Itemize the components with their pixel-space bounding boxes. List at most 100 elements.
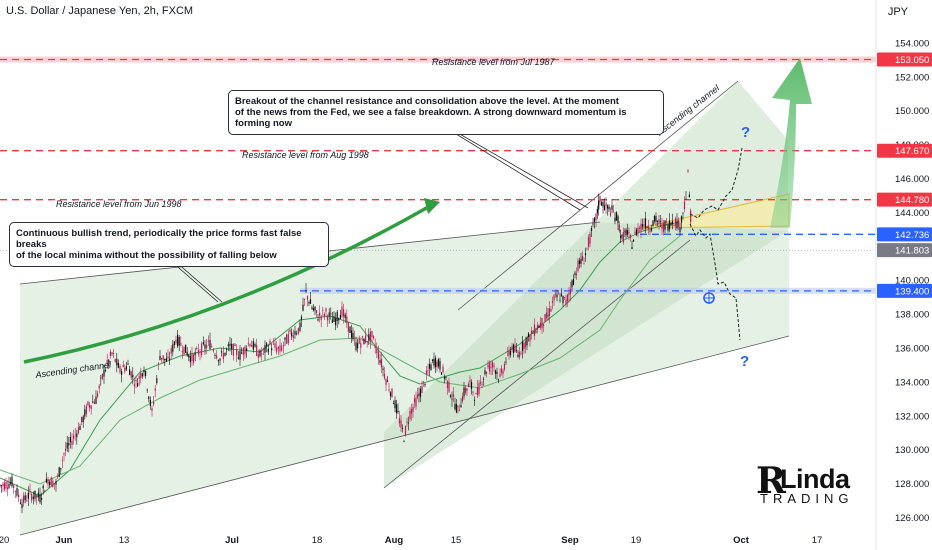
candle-body — [73, 435, 75, 439]
candle-body — [137, 382, 139, 387]
candle-body — [333, 316, 335, 322]
candle-body — [207, 340, 209, 342]
candle-body — [9, 482, 12, 484]
candle-body — [178, 337, 180, 346]
candle-body — [145, 371, 147, 376]
candle-body — [587, 237, 590, 247]
candle-body — [60, 468, 62, 470]
candle-body — [217, 360, 219, 362]
candle-body — [461, 396, 464, 402]
x-tick-label: Jun — [56, 535, 73, 546]
candle-body — [665, 221, 668, 223]
candle-body — [296, 333, 298, 335]
candle-body — [369, 331, 371, 343]
candle-body — [506, 351, 509, 352]
candle-body — [499, 374, 501, 377]
candle-body — [598, 200, 600, 210]
candle-body — [306, 296, 309, 300]
candle-body — [536, 325, 539, 330]
candle-body — [44, 490, 46, 492]
candle-body — [571, 280, 573, 288]
candle-body — [66, 442, 68, 449]
candle-body — [65, 448, 67, 451]
candle-body — [108, 360, 110, 364]
price-tag-bg — [877, 243, 932, 258]
time-axis[interactable]: 20 Jun 13 Jul 18 Aug 15 Sep 19 Oct 17 — [0, 535, 822, 546]
candle-body — [365, 335, 367, 343]
candle-body — [638, 228, 641, 229]
candle-body — [413, 398, 416, 403]
candle-body — [170, 348, 172, 354]
x-tick-label: 13 — [119, 535, 130, 546]
candle-body — [276, 347, 278, 353]
candle-body — [3, 482, 6, 490]
candle-body — [335, 318, 337, 326]
candle-body — [557, 293, 560, 295]
candle-body — [649, 230, 651, 232]
candle-body — [18, 494, 20, 498]
candle-body — [394, 400, 396, 409]
candle-body — [353, 337, 356, 339]
candle-body — [400, 420, 402, 428]
candle-body — [183, 346, 185, 355]
bullish-trend-arrowhead — [424, 198, 440, 214]
candle-body — [545, 312, 548, 319]
candle-body — [254, 344, 256, 347]
candle-body — [360, 343, 362, 348]
candle-body — [637, 227, 639, 233]
candle-body — [256, 345, 258, 356]
candle-body — [214, 354, 216, 356]
candle-body — [600, 202, 603, 206]
candle-body — [231, 343, 233, 350]
candle-body — [269, 340, 271, 345]
candle-body — [464, 387, 467, 393]
candle-body — [350, 330, 353, 338]
candle-body — [222, 353, 224, 359]
candle-body — [111, 352, 113, 354]
candle-body — [199, 351, 201, 354]
candle-body — [148, 396, 150, 400]
candle-body — [562, 295, 564, 304]
x-tick-label: Aug — [385, 535, 404, 546]
candle-body — [191, 353, 193, 362]
candle-body — [47, 479, 49, 485]
candle-body — [449, 395, 452, 397]
price-axis[interactable]: 126.000 128.000 130.000 132.000 134.000 136.0… — [895, 38, 929, 524]
candle-body — [344, 314, 346, 319]
candle-body — [106, 359, 108, 364]
projection-up-arrow — [770, 58, 812, 228]
candle-body — [586, 247, 588, 249]
candle-body — [690, 210, 692, 223]
candle-body — [548, 308, 551, 317]
candle-body — [629, 235, 632, 239]
candle-body — [226, 348, 228, 350]
candle-body — [527, 333, 530, 338]
candle-body — [159, 355, 161, 360]
candle-body — [563, 297, 566, 299]
candle-body — [631, 247, 633, 249]
candle-body — [403, 441, 405, 443]
question-mark-up: ? — [741, 124, 750, 141]
candle-body — [241, 352, 243, 354]
candle-body — [602, 201, 604, 207]
candle-body — [533, 324, 536, 336]
candle-body — [79, 426, 81, 431]
candle-body — [646, 226, 648, 228]
candle-body — [427, 370, 429, 372]
candle-body — [611, 205, 613, 210]
candle-body — [436, 361, 438, 368]
candle-body — [300, 316, 303, 320]
candle-body — [117, 362, 119, 368]
symbol-title[interactable]: U.S. Dollar / Japanese Yen, 2h, FXCM — [6, 5, 194, 17]
candle-body — [535, 331, 537, 333]
candle-body — [189, 355, 191, 363]
candle-body — [560, 294, 563, 296]
candle-body — [472, 391, 474, 393]
candle-body — [644, 218, 647, 229]
candle-body — [232, 343, 234, 356]
candle-body — [490, 366, 492, 368]
candle-body — [338, 318, 340, 321]
moving-average-slow — [0, 235, 681, 485]
candle-body — [140, 372, 142, 379]
